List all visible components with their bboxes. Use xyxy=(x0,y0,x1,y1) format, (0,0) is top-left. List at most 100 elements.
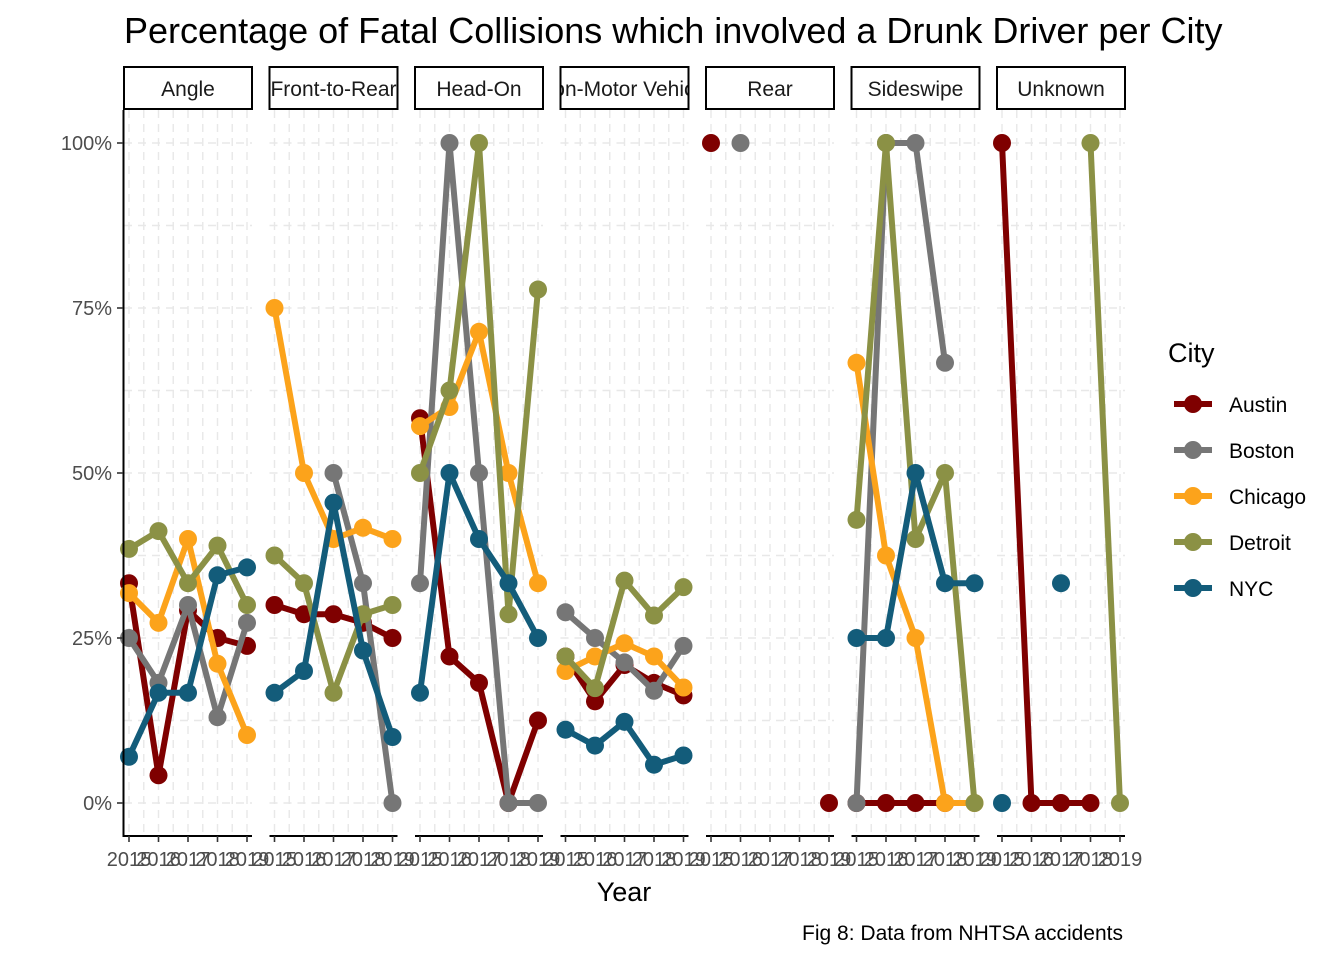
legend-label: Boston xyxy=(1229,440,1294,463)
data-point-boston xyxy=(936,353,954,372)
data-point-boston xyxy=(674,636,693,655)
x-tick-label: 2017 xyxy=(166,849,211,871)
legend-label: Detroit xyxy=(1229,532,1291,555)
data-point-boston xyxy=(208,708,227,727)
series-nyc xyxy=(411,464,547,702)
data-point-boston xyxy=(238,613,256,632)
series-nyc xyxy=(993,574,1070,812)
data-point-detroit xyxy=(265,546,284,565)
facet-strip: Non-Motor Vehicle xyxy=(538,66,711,110)
x-tick-label: 2018 xyxy=(341,849,386,871)
data-point-detroit xyxy=(1081,134,1100,152)
legend-label: Austin xyxy=(1229,394,1287,417)
data-point-detroit xyxy=(529,280,547,299)
legend-item-boston: Boston xyxy=(1174,440,1294,463)
data-point-detroit xyxy=(645,606,663,625)
facet-strip-box xyxy=(268,66,399,110)
x-tick-label: 2018 xyxy=(777,849,822,871)
series-group xyxy=(702,134,838,812)
x-tick-label: 2019 xyxy=(1098,849,1143,871)
data-point-detroit xyxy=(847,510,866,529)
data-point-nyc xyxy=(238,558,256,577)
facet-strip-label: Unknown xyxy=(1017,78,1105,101)
data-point-detroit xyxy=(1111,794,1129,812)
x-tick-label: 2016 xyxy=(136,849,181,871)
y-axis: 0% 25% 50% 75% 100% xyxy=(61,133,123,815)
legend-key-point xyxy=(1184,487,1202,505)
data-point-detroit xyxy=(383,596,402,614)
data-point-nyc xyxy=(265,683,284,702)
data-point-detroit xyxy=(238,596,256,614)
data-point-detroit xyxy=(615,571,634,590)
data-point-detroit xyxy=(965,794,984,812)
x-tick-label: 2017 xyxy=(1039,849,1084,871)
x-tick-label: 2016 xyxy=(1009,849,1054,871)
data-point-boston xyxy=(499,794,518,812)
series-line-austin xyxy=(999,142,1091,806)
facet-strip-box xyxy=(559,66,690,110)
data-point-nyc xyxy=(179,683,197,702)
data-point-nyc xyxy=(586,736,604,755)
data-point-nyc xyxy=(295,662,313,680)
series-boston xyxy=(556,603,693,700)
data-point-boston xyxy=(847,794,866,812)
data-point-boston xyxy=(556,603,575,622)
data-point-chicago xyxy=(499,464,518,482)
facet-strip-label: Non-Motor Vehicle xyxy=(538,78,711,101)
series-boston xyxy=(731,134,750,152)
grid xyxy=(124,110,252,836)
x-tick-label: 2017 xyxy=(893,849,938,871)
x-tick-label: 2018 xyxy=(195,849,240,871)
data-point-nyc xyxy=(877,629,895,647)
data-point-nyc xyxy=(993,794,1011,812)
legend-label: Chicago xyxy=(1229,486,1306,509)
data-point-austin xyxy=(265,596,284,614)
data-point-boston xyxy=(411,574,429,593)
x-tick-label: 2017 xyxy=(602,849,647,871)
series-group xyxy=(847,134,984,812)
data-point-nyc xyxy=(149,683,168,702)
x-tick-label: 2018 xyxy=(632,849,677,871)
series-detroit xyxy=(556,571,693,698)
data-point-nyc xyxy=(499,574,518,593)
data-point-boston xyxy=(470,464,488,482)
x-tick-label: 2015 xyxy=(252,849,297,871)
data-point-chicago xyxy=(238,726,256,745)
legend-item-austin: Austin xyxy=(1174,394,1287,417)
data-point-austin xyxy=(470,673,488,692)
data-point-austin xyxy=(1052,794,1070,812)
data-point-nyc xyxy=(440,464,459,482)
data-point-nyc xyxy=(324,493,343,512)
series-detroit xyxy=(120,522,256,614)
x-tick-label: 2015 xyxy=(107,849,152,871)
data-point-detroit xyxy=(179,574,197,593)
facet-strip-box xyxy=(850,66,981,110)
data-point-nyc xyxy=(208,566,227,585)
x-axis-title: Year xyxy=(597,877,652,907)
data-point-chicago xyxy=(906,629,925,647)
data-point-chicago xyxy=(149,613,168,632)
x-tick-label: 2019 xyxy=(807,849,852,871)
data-point-detroit xyxy=(208,536,227,555)
grid xyxy=(706,110,834,836)
series-chicago xyxy=(847,353,984,812)
data-point-chicago xyxy=(411,417,429,436)
chart-title: Percentage of Fatal Collisions which inv… xyxy=(124,10,1222,51)
data-point-chicago xyxy=(674,678,693,697)
data-point-nyc xyxy=(847,629,866,647)
y-tick-label: 50% xyxy=(72,463,112,485)
facet-strip-label: Sideswipe xyxy=(868,78,964,101)
series-austin xyxy=(702,134,838,812)
x-tick-label: 2015 xyxy=(980,849,1025,871)
data-point-detroit xyxy=(877,134,895,152)
data-point-chicago xyxy=(936,794,954,812)
data-point-chicago xyxy=(615,634,634,653)
data-point-nyc xyxy=(383,728,402,746)
